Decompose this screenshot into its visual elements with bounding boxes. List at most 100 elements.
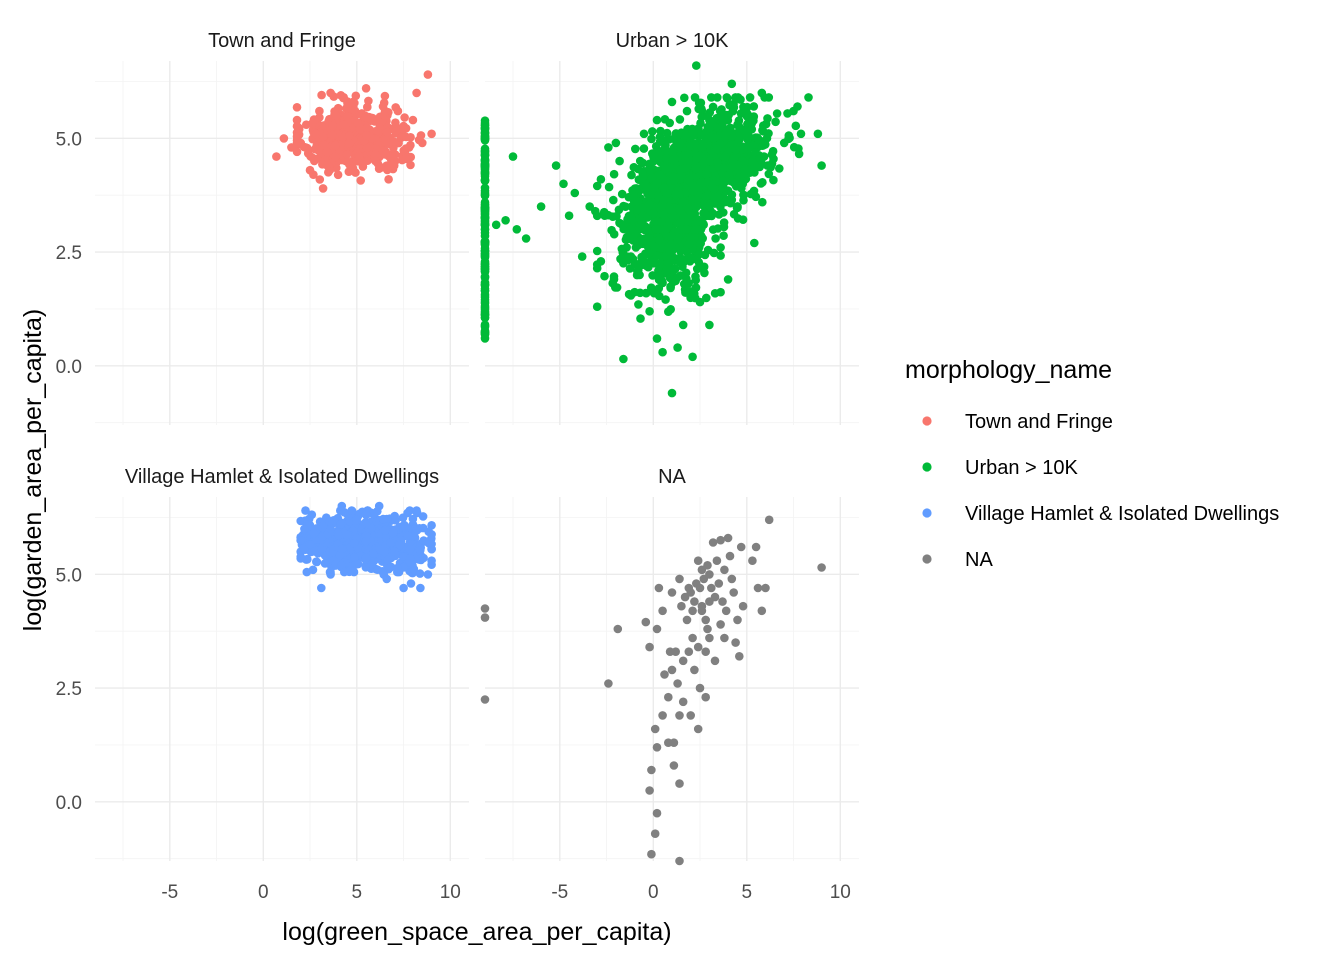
data-point <box>328 130 337 140</box>
data-point <box>317 544 327 553</box>
data-point <box>779 138 789 148</box>
data-point <box>362 143 372 153</box>
data-point <box>406 160 415 170</box>
legend-item: Village Hamlet & Isolated Dwellings <box>922 503 1279 525</box>
data-point <box>292 115 302 125</box>
data-point <box>647 134 656 144</box>
data-point <box>480 231 490 241</box>
data-point <box>639 144 649 153</box>
x-tick-label: 5 <box>352 882 363 903</box>
data-point <box>348 163 358 173</box>
data-point <box>604 679 613 688</box>
data-point <box>666 232 676 241</box>
data-point <box>376 545 385 554</box>
data-point <box>629 191 638 200</box>
data-point <box>670 264 680 274</box>
data-point <box>675 139 685 149</box>
data-point <box>750 148 760 157</box>
data-point <box>720 130 730 140</box>
data-point <box>740 165 749 174</box>
data-point <box>733 615 742 625</box>
x-tick-label: 0 <box>648 882 659 903</box>
data-point <box>480 221 490 230</box>
data-point <box>668 155 677 165</box>
data-point <box>718 597 727 606</box>
data-point <box>764 515 774 525</box>
data-point <box>665 647 675 656</box>
legend-key <box>922 508 932 518</box>
data-point <box>609 275 619 284</box>
data-point <box>600 211 609 220</box>
facet-panel: NA -5 0 5 10 <box>480 466 859 903</box>
data-point <box>747 119 757 128</box>
data-point <box>716 243 725 252</box>
data-point <box>705 121 714 131</box>
data-point <box>688 352 697 362</box>
data-point <box>789 142 799 152</box>
data-point <box>379 514 388 524</box>
data-point <box>386 538 395 547</box>
data-point <box>709 133 719 142</box>
data-point <box>708 225 718 234</box>
data-point <box>645 200 654 209</box>
data-point <box>749 102 759 111</box>
data-point <box>723 275 733 284</box>
data-point <box>272 152 281 161</box>
data-point <box>675 779 684 788</box>
data-point <box>688 633 697 643</box>
data-point <box>636 314 645 323</box>
data-point <box>641 617 651 627</box>
data-point <box>699 574 709 584</box>
data-point <box>663 258 672 268</box>
data-point <box>750 238 759 248</box>
data-point <box>390 546 399 556</box>
data-point <box>622 252 632 261</box>
data-point <box>784 131 794 140</box>
data-point <box>711 234 720 243</box>
data-point <box>570 188 580 198</box>
data-point <box>645 307 654 316</box>
data-point <box>658 347 667 357</box>
data-point <box>645 642 654 652</box>
data-point <box>641 288 651 298</box>
data-point <box>613 624 623 634</box>
data-point <box>696 131 706 140</box>
data-point <box>691 225 701 234</box>
data-point <box>652 743 662 752</box>
data-point <box>302 120 311 129</box>
x-tick-label: -5 <box>161 882 178 903</box>
data-point <box>751 542 761 552</box>
data-point <box>614 205 624 215</box>
data-point <box>634 300 643 309</box>
data-point <box>712 144 722 154</box>
data-point <box>719 218 729 227</box>
data-point <box>685 176 694 185</box>
data-point <box>697 104 706 114</box>
data-point <box>650 724 660 734</box>
data-points <box>296 501 436 593</box>
data-point <box>729 209 739 219</box>
data-point <box>642 183 651 192</box>
data-point <box>649 209 658 219</box>
data-point <box>405 554 415 563</box>
data-point <box>691 164 700 174</box>
data-point <box>361 510 371 520</box>
data-point <box>337 561 347 570</box>
data-point <box>296 535 306 545</box>
data-point <box>480 249 490 258</box>
data-point <box>758 178 767 187</box>
data-point <box>609 195 618 205</box>
data-point <box>349 538 359 548</box>
data-point <box>348 97 358 107</box>
data-point <box>391 127 401 136</box>
data-point <box>657 218 666 227</box>
data-point <box>675 711 684 720</box>
data-point <box>617 244 627 254</box>
data-point <box>677 601 686 611</box>
data-point <box>328 550 338 559</box>
data-point <box>764 169 774 179</box>
data-point <box>757 606 767 616</box>
data-point <box>719 231 728 240</box>
data-point <box>638 158 648 168</box>
data-point <box>626 212 636 221</box>
